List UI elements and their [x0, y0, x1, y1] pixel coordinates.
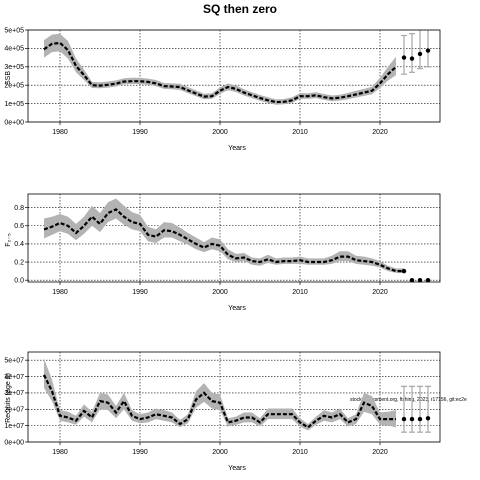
f-y-tick-label: 0.8: [14, 205, 24, 212]
ssb-y-tick-label: 2e+05: [4, 83, 24, 90]
ssb-y-tick-label: 5e+05: [4, 27, 24, 34]
f-projection-point: [417, 277, 423, 283]
ssb-x-axis-label: Years: [228, 145, 246, 152]
ssb-panel: Years SSB 1980 1990 2000 2010 2020 0e+00 1e+05…: [4, 27, 441, 152]
credit-note: stockassessment.org, fishing, 2023, r171…: [350, 397, 467, 403]
f-panel: Years F₂₋₅ 1980 1990 2000 2010 2020 0.0 0.2 0.4…: [5, 193, 441, 312]
rec-y-tick-label: 0e+00: [4, 439, 24, 446]
f-y-tick-label: 0.6: [14, 223, 24, 230]
rec-x-tick-label: 2020: [372, 449, 388, 456]
f-y-axis-label: F₂₋₅: [5, 233, 12, 247]
recruits-y-axis-label: Recruits (age 0): [5, 373, 12, 423]
ssb-x-tick-label: 2010: [292, 129, 308, 136]
ssb-plot-frame: [27, 29, 441, 123]
rec-x-tick-label: 1990: [132, 449, 148, 456]
rec-projection-point: [425, 416, 431, 421]
f-x-tick-label: 1990: [132, 289, 148, 296]
rec-x-tick-label: 1980: [52, 449, 68, 456]
ssb-x-tick-label: 1990: [132, 129, 148, 136]
rec-confidence-band: [44, 358, 396, 431]
f-x-tick-label: 2000: [212, 289, 228, 296]
ssb-projection-point: [425, 48, 431, 53]
ssb-projection-point: [417, 51, 423, 57]
rec-y-tick-label: 3e+07: [4, 390, 24, 397]
ssb-projection-point: [401, 55, 407, 60]
f-x-tick-label: 1980: [52, 289, 68, 296]
rec-x-tick-label: 2010: [292, 449, 308, 456]
rec-estimate-line: [43, 374, 396, 429]
rec-projection-point: [417, 416, 423, 422]
rec-x-tick-label: 2000: [212, 449, 228, 456]
recruits-panel: Years Recruits (age 0) 1980 1990 2000 2010 2…: [4, 351, 441, 472]
ssb-x-tick-label: 2000: [212, 129, 228, 136]
ssb-projection-point: [409, 56, 415, 61]
f-y-tick-label: 0.4: [14, 241, 24, 248]
f-y-tick-label: 0.0: [14, 277, 24, 284]
f-projection-point: [409, 277, 415, 283]
f-x-axis-label: Years: [228, 305, 246, 312]
f-confidence-band: [44, 198, 404, 273]
f-estimate-line: [43, 208, 404, 273]
f-x-tick-label: 2020: [372, 289, 388, 296]
recruits-x-axis-label: Years: [228, 465, 246, 472]
figure-title: SQ then zero: [203, 2, 277, 16]
ssb-x-tick-label: 2020: [372, 129, 388, 136]
rec-y-tick-label: 5e+07: [4, 357, 24, 364]
f-x-tick-label: 2010: [292, 289, 308, 296]
ssb-y-axis-label: SSB: [5, 71, 12, 85]
rec-y-tick-label: 2e+07: [4, 407, 24, 414]
f-plot-frame: [27, 193, 441, 283]
f-projection-point: [425, 277, 431, 283]
rec-projection-point: [401, 416, 407, 422]
ssb-y-tick-label: 0e+00: [4, 119, 24, 126]
f-y-tick-label: 0.2: [14, 259, 24, 266]
rec-plot-frame: [27, 351, 441, 443]
f-projection-point: [401, 268, 407, 274]
rec-projection-point: [409, 416, 415, 422]
rec-y-tick-label: 4e+07: [4, 374, 24, 381]
ssb-y-tick-label: 4e+05: [4, 46, 24, 53]
ssb-y-tick-label: 1e+05: [4, 101, 24, 108]
ssb-x-tick-label: 1980: [52, 129, 68, 136]
ssb-y-tick-label: 3e+05: [4, 64, 24, 71]
rec-y-tick-label: 1e+07: [4, 423, 24, 430]
ssb-estimate-line: [43, 41, 397, 104]
